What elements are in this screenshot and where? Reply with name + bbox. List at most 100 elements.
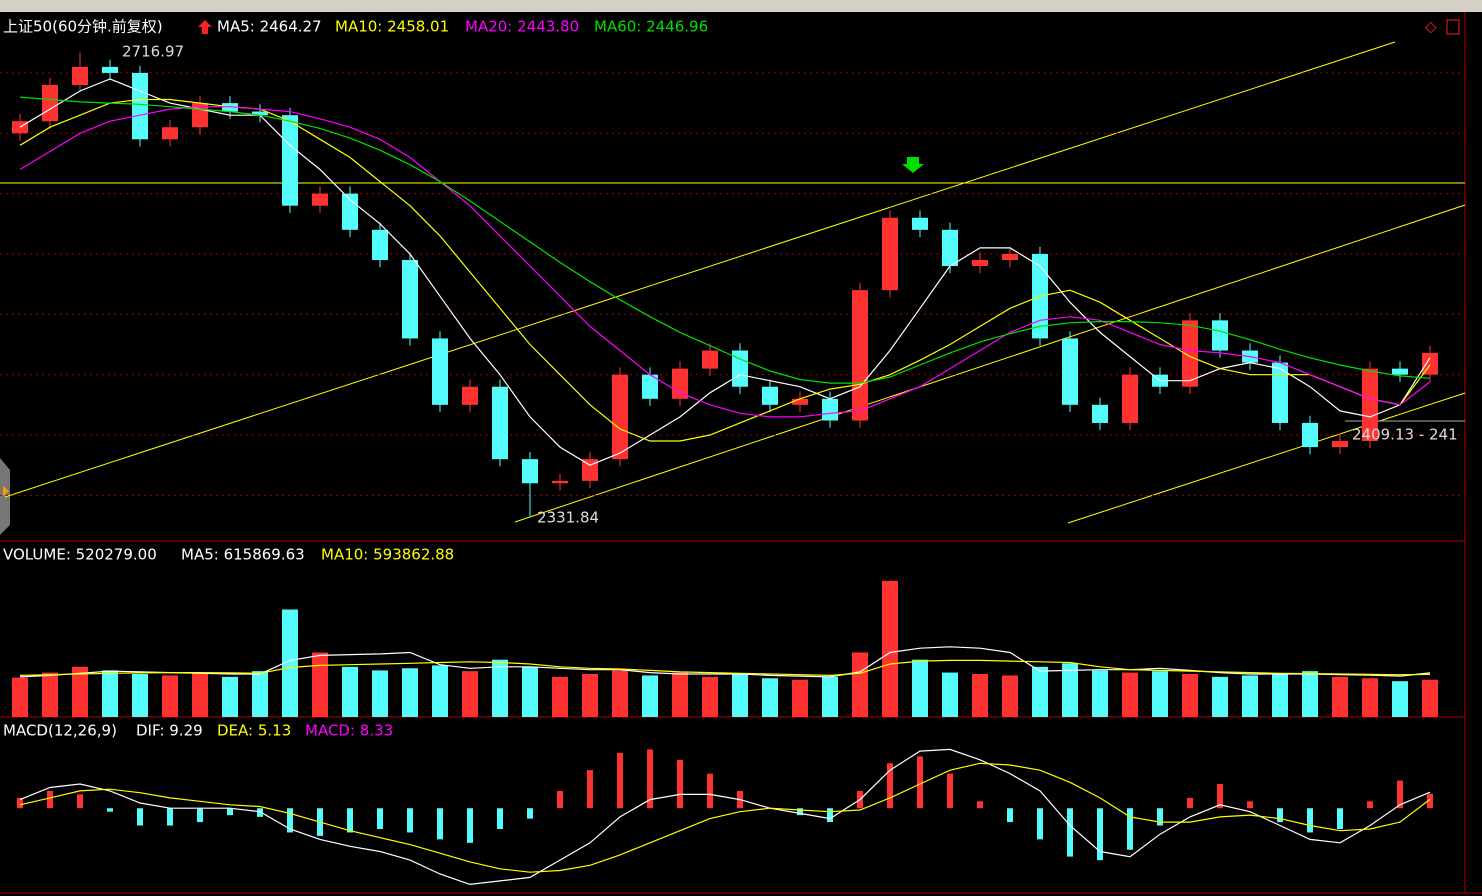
volume-bar bbox=[162, 675, 178, 717]
candle-body bbox=[432, 338, 448, 405]
candle-body bbox=[1362, 368, 1378, 442]
candle-body bbox=[642, 374, 658, 399]
volume-bar bbox=[1212, 676, 1228, 717]
candle-body bbox=[402, 260, 418, 339]
signal-arrow bbox=[902, 157, 924, 173]
candle-body bbox=[792, 398, 808, 405]
candle-body bbox=[1302, 422, 1318, 448]
volume-bar bbox=[642, 675, 658, 717]
volume-bar bbox=[492, 659, 508, 717]
candle-body bbox=[1332, 441, 1348, 448]
volume-bar bbox=[282, 609, 298, 717]
menu-bar bbox=[0, 0, 1482, 12]
legend-label: MA10: 2458.01 bbox=[335, 18, 449, 36]
candle-body bbox=[1212, 320, 1228, 351]
trend-line bbox=[514, 204, 1466, 523]
candle-body bbox=[1002, 253, 1018, 260]
candle-body bbox=[372, 229, 388, 260]
candle-body bbox=[822, 398, 838, 421]
ma-line bbox=[19, 96, 1431, 384]
volume-bar bbox=[1332, 676, 1348, 717]
trend-line bbox=[4, 41, 1396, 498]
volume-bar bbox=[522, 666, 538, 717]
volume-bar bbox=[1032, 666, 1048, 717]
corner-icon[interactable] bbox=[1446, 19, 1460, 35]
legend-label: MA20: 2443.80 bbox=[465, 18, 579, 36]
volume-bar bbox=[1362, 678, 1378, 717]
volume-bar bbox=[462, 671, 478, 717]
volume-bar bbox=[822, 676, 838, 717]
volume-bar bbox=[1242, 675, 1258, 717]
macd-title: MACD(12,26,9) bbox=[3, 722, 117, 740]
volume-bar bbox=[102, 670, 118, 717]
volume-bar bbox=[342, 666, 358, 717]
volume-bar bbox=[942, 672, 958, 717]
volume-bar bbox=[402, 668, 418, 717]
volume-bar bbox=[702, 676, 718, 717]
volume-bar bbox=[582, 674, 598, 717]
volume-bar bbox=[552, 676, 568, 717]
macd-line bbox=[19, 762, 1431, 873]
volume-bar bbox=[792, 679, 808, 717]
candle-body bbox=[612, 374, 628, 460]
candle-body bbox=[42, 85, 58, 122]
legend-label: MA10: 593862.88 bbox=[321, 546, 454, 564]
candle-body bbox=[942, 229, 958, 267]
volume-bar bbox=[912, 659, 928, 717]
candle-body bbox=[582, 459, 598, 481]
volume-bar bbox=[672, 672, 688, 717]
candle-body bbox=[762, 386, 778, 405]
volume-bar bbox=[1062, 663, 1078, 717]
candle-body bbox=[462, 386, 478, 405]
volume-bar bbox=[1272, 674, 1288, 717]
volume-bar bbox=[1422, 679, 1438, 717]
legend-label: MA5: 2464.27 bbox=[217, 18, 322, 36]
volume-bar bbox=[252, 671, 268, 717]
volume-bar bbox=[852, 652, 868, 717]
volume-bar bbox=[372, 670, 388, 717]
annotation: 2716.97 bbox=[122, 43, 184, 61]
candle-body bbox=[282, 115, 298, 206]
volume-bar bbox=[882, 580, 898, 717]
volume-bar bbox=[42, 672, 58, 717]
candle-body bbox=[552, 480, 568, 484]
volume-bar bbox=[132, 674, 148, 717]
chart-title: 上证50(60分钟.前复权) bbox=[3, 18, 163, 36]
candle-body bbox=[1182, 320, 1198, 387]
volume-bar bbox=[12, 677, 28, 717]
candle-body bbox=[912, 217, 928, 230]
legend-label: MA60: 2446.96 bbox=[594, 18, 708, 36]
corner-icon[interactable]: ◇ bbox=[1425, 18, 1437, 36]
volume-bar bbox=[72, 666, 88, 717]
ma-line bbox=[19, 106, 1431, 418]
volume-bar bbox=[762, 678, 778, 717]
volume-bar bbox=[1092, 670, 1108, 717]
candle-body bbox=[852, 290, 868, 421]
trend-line bbox=[1067, 392, 1466, 524]
volume-bar bbox=[1302, 671, 1318, 717]
volume-bar bbox=[1182, 674, 1198, 717]
legend-label: DEA: 5.13 bbox=[217, 722, 291, 740]
candle-body bbox=[882, 217, 898, 291]
candle-body bbox=[72, 66, 88, 85]
candle-body bbox=[672, 368, 688, 399]
volume-bar bbox=[1122, 672, 1138, 717]
volume-bar bbox=[222, 676, 238, 717]
candle-body bbox=[702, 350, 718, 369]
annotation: 2409.13 - 241 bbox=[1352, 426, 1458, 444]
legend-label: MACD: 8.33 bbox=[305, 722, 393, 740]
candle-body bbox=[492, 386, 508, 460]
volume-bar bbox=[312, 652, 328, 717]
candle-body bbox=[522, 459, 538, 484]
candle-body bbox=[12, 121, 28, 134]
candle-body bbox=[162, 127, 178, 140]
candle-body bbox=[222, 103, 238, 112]
candle-body bbox=[1092, 404, 1108, 423]
candle-body bbox=[132, 72, 148, 140]
volume-bar bbox=[192, 672, 208, 717]
candle-body bbox=[1392, 368, 1408, 375]
volume-bar bbox=[1002, 675, 1018, 717]
candle-body bbox=[1122, 374, 1138, 423]
macd-line bbox=[19, 748, 1431, 886]
legend-label: DIF: 9.29 bbox=[136, 722, 203, 740]
